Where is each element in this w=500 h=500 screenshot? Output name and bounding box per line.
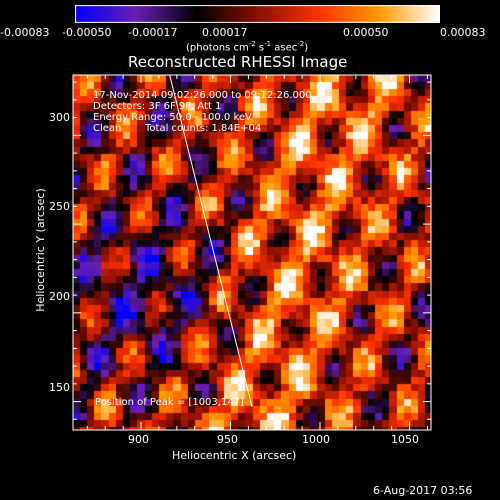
- timestamp: 6-Aug-2017 03:56: [373, 484, 473, 497]
- x-tick-label: 950: [217, 433, 238, 446]
- time-range-text: 17-Nov-2014 09:02:26.000 to 09:12:26.000: [93, 90, 312, 101]
- y-tick-label: 150: [49, 381, 70, 394]
- plot-title: Reconstructed RHESSI Image: [128, 53, 348, 71]
- colorbar-tick-label: -0.00017: [128, 26, 178, 39]
- colorbar-tick-label: -0.00050: [62, 26, 112, 39]
- x-tick-label: 1000: [302, 433, 330, 446]
- colorbar: [75, 5, 440, 23]
- x-tick-label: 1050: [391, 433, 419, 446]
- colorbar-unit-label: (photons cm-2 s-1 asec-2): [186, 40, 309, 54]
- solar-limb-line: [169, 74, 253, 408]
- y-tick-label: 250: [49, 200, 70, 213]
- rhessi-image: [73, 75, 431, 430]
- colorbar-tick-label: -0.00083: [0, 26, 50, 39]
- colorbar-tick-label: 0.00050: [343, 26, 389, 39]
- peak-position-text: Position of Peak = [1003,147]: [95, 397, 244, 408]
- plot-frame: [72, 74, 432, 431]
- x-axis-title: Heliocentric X (arcsec): [172, 449, 297, 462]
- energy-range-text: Energy Range: 50.0 - 100.0 keV: [93, 112, 252, 123]
- detectors-text: Detectors: 3F 6F 9F, Att 1: [93, 101, 222, 112]
- clean-label: Clean: [93, 123, 122, 134]
- total-counts-text: Total counts: 1.84E+04: [145, 123, 262, 134]
- y-tick-label: 300: [49, 111, 70, 124]
- y-axis-title: Heliocentric Y (arcsec): [34, 188, 47, 312]
- colorbar-tick-label: 0.00017: [202, 26, 248, 39]
- colorbar-tick-label: 0.00083: [440, 26, 486, 39]
- x-tick-label: 900: [128, 433, 149, 446]
- y-tick-label: 200: [49, 290, 70, 303]
